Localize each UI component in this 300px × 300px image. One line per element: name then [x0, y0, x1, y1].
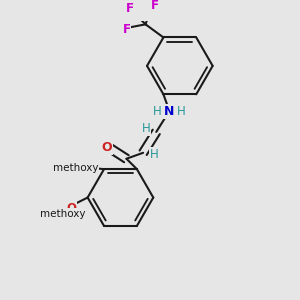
Text: F: F [151, 0, 158, 12]
Text: H: H [153, 104, 162, 118]
Text: N: N [164, 104, 175, 118]
Text: H: H [142, 122, 151, 135]
Text: methoxy: methoxy [40, 209, 86, 219]
Text: F: F [122, 23, 130, 36]
Text: H: H [177, 104, 186, 118]
Text: methoxy: methoxy [53, 163, 99, 173]
Text: H: H [149, 148, 158, 161]
Text: O: O [101, 141, 112, 154]
Text: F: F [126, 2, 134, 15]
Text: O: O [81, 161, 91, 174]
Text: O: O [67, 202, 76, 215]
